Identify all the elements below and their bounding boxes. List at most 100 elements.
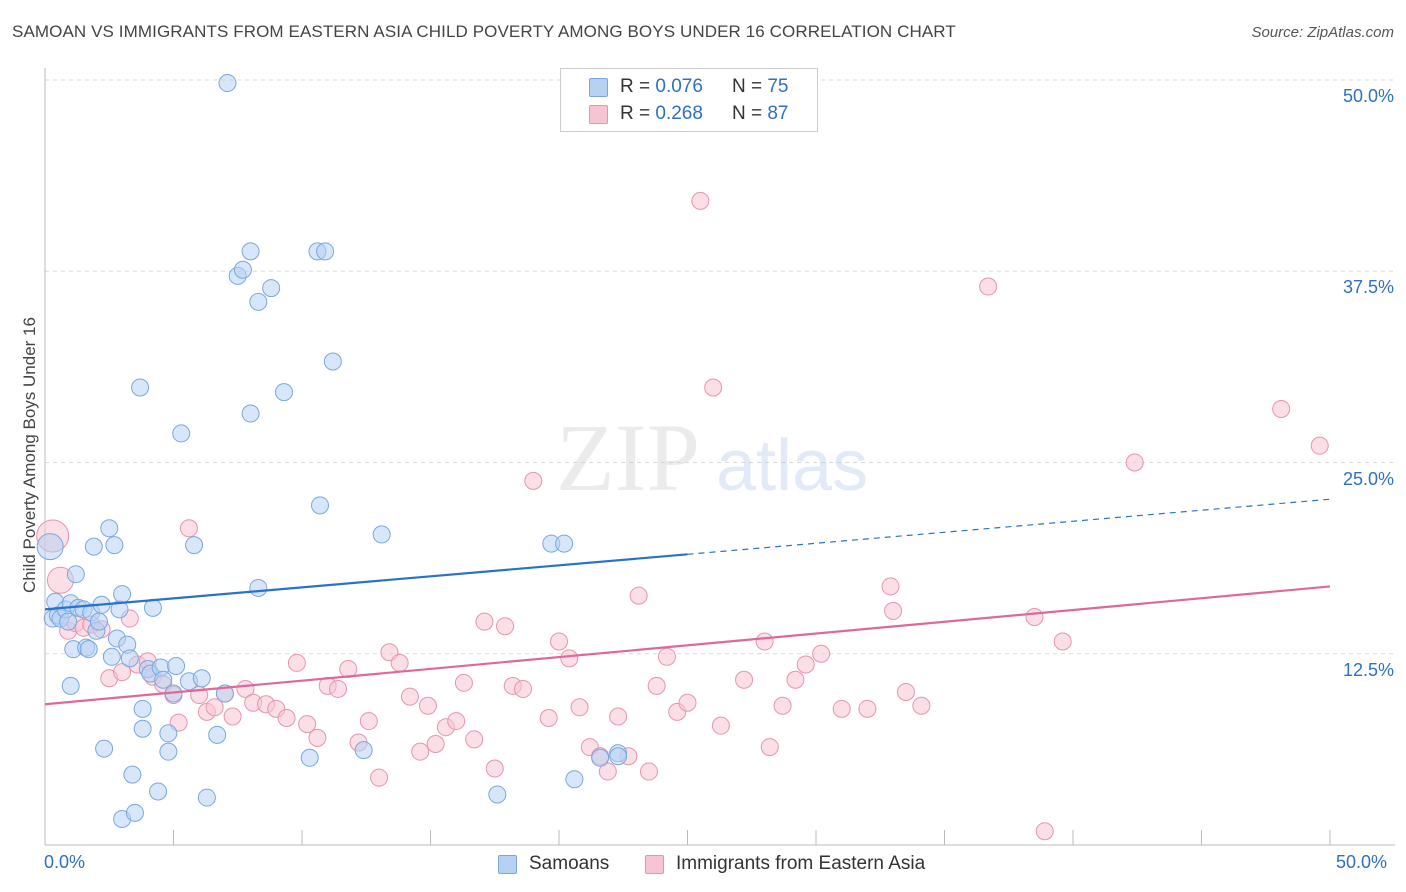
legend-r-value: 0.076	[655, 76, 703, 97]
eastern-asia-point	[832, 699, 851, 718]
eastern-asia-point	[308, 728, 327, 747]
source-label: Source: ZipAtlas.com	[1251, 24, 1394, 41]
eastern-asia-point	[691, 191, 710, 210]
samoans-point	[59, 612, 78, 631]
trend-lines	[44, 498, 1331, 706]
eastern-asia-point	[912, 696, 931, 715]
eastern-asia-point	[979, 277, 998, 296]
eastern-asia-point	[598, 762, 617, 781]
samoans-point	[609, 747, 628, 766]
samoans-point	[131, 378, 150, 397]
samoans-point	[66, 565, 85, 584]
eastern-asia-point	[1035, 822, 1054, 841]
samoans-point	[316, 242, 335, 261]
eastern-asia-point	[550, 632, 568, 651]
y-tick-label: 25.0%	[1342, 468, 1394, 489]
legend-swatch-samoans	[589, 77, 608, 97]
y-axis-label: Child Poverty Among Boys Under 16	[20, 317, 39, 593]
bottom-legend-eastern-asia: Immigrants from Eastern Asia	[645, 851, 925, 877]
eastern-asia-point	[359, 712, 378, 731]
eastern-asia-point	[370, 768, 389, 787]
samoans-point	[185, 536, 204, 555]
legend-row-samoans: R = 0.076 N = 75	[561, 74, 788, 100]
eastern-asia-point	[639, 762, 658, 781]
samoans-point	[167, 656, 186, 675]
eastern-asia-point	[496, 617, 515, 636]
eastern-asia-point	[328, 679, 347, 698]
eastern-asia-point	[179, 519, 198, 538]
eastern-asia-point	[735, 670, 754, 689]
samoans-point	[61, 676, 80, 695]
samoans-point	[555, 534, 574, 553]
samoans-point	[133, 719, 152, 738]
eastern-asia-point	[1053, 632, 1072, 651]
samoans-point	[197, 788, 216, 807]
eastern-asia-point	[896, 683, 915, 701]
samoans-point	[143, 598, 162, 617]
eastern-asia-point	[1310, 436, 1329, 455]
eastern-asia-point	[647, 676, 666, 695]
eastern-asia-point	[609, 707, 628, 726]
eastern-asia-point	[475, 612, 494, 631]
eastern-asia-point	[277, 709, 296, 728]
chart-title: SAMOAN VS IMMIGRANTS FROM EASTERN ASIA C…	[12, 22, 956, 41]
eastern-asia-point	[454, 673, 473, 692]
eastern-asia-point	[755, 632, 774, 651]
eastern-asia-point	[418, 696, 437, 715]
y-tick-label: 12.5%	[1342, 659, 1394, 680]
samoans-point	[159, 742, 178, 761]
bottom-legend-label-samoans: Samoans	[529, 853, 610, 874]
samoans-point	[241, 242, 260, 261]
eastern-asia-point	[812, 644, 831, 663]
samoans-point	[154, 670, 173, 689]
eastern-asia-point	[657, 647, 676, 666]
eastern-asia-point	[339, 660, 358, 679]
x-tick-label-min: 0.0%	[44, 852, 86, 872]
samoans-point	[100, 519, 119, 538]
samoans-point	[249, 292, 268, 311]
eastern-asia-point	[298, 715, 317, 734]
bottom-legend-label-eastern-asia: Immigrants from Eastern Asia	[676, 853, 926, 874]
eastern-asia-point	[1125, 453, 1144, 472]
legend-row-eastern-asia: R = 0.268 N = 87	[561, 101, 788, 127]
eastern-asia-point	[711, 716, 730, 735]
eastern-asia-point	[465, 730, 484, 749]
samoans-point	[133, 699, 152, 718]
eastern-asia-point	[786, 670, 805, 689]
grid-lines	[45, 79, 1395, 655]
samoans-point	[323, 352, 342, 371]
eastern-asia-point	[524, 471, 543, 490]
samoans-point	[113, 585, 132, 604]
eastern-asia-point	[411, 742, 430, 761]
watermark-atlas: atlas	[716, 426, 868, 506]
samoans-point	[372, 525, 391, 544]
eastern-asia-point	[205, 698, 224, 717]
eastern-asia-point	[426, 735, 445, 754]
eastern-asia-trend-line	[44, 585, 1331, 706]
legend-n-value: 87	[767, 103, 789, 124]
samoans-point	[79, 640, 98, 659]
eastern-asia-point	[485, 759, 504, 778]
samoans-point	[565, 770, 584, 789]
samoans-point	[233, 260, 252, 279]
legend: R = 0.076 N = 75 R = 0.268 N = 87	[560, 68, 818, 132]
eastern-asia-point	[678, 693, 697, 712]
samoans-points	[36, 74, 628, 828]
x-tick-label-max: 50.0%	[1336, 852, 1388, 872]
samoans-point	[192, 669, 211, 688]
watermark: ZIP atlas	[556, 404, 868, 511]
eastern-asia-points	[36, 191, 1329, 841]
eastern-asia-point	[400, 687, 419, 706]
samoans-point	[95, 739, 114, 758]
eastern-asia-point	[570, 698, 589, 717]
legend-swatch-eastern-asia	[589, 104, 608, 124]
samoans-point	[262, 279, 281, 298]
samoans-point	[123, 765, 142, 784]
samoans-trend-line-projection	[687, 498, 1331, 555]
bottom-legend-swatch-samoans	[498, 854, 517, 874]
samoans-point	[218, 74, 237, 93]
samoans-point	[310, 496, 329, 515]
samoans-point	[488, 785, 507, 804]
eastern-asia-point	[773, 696, 792, 715]
